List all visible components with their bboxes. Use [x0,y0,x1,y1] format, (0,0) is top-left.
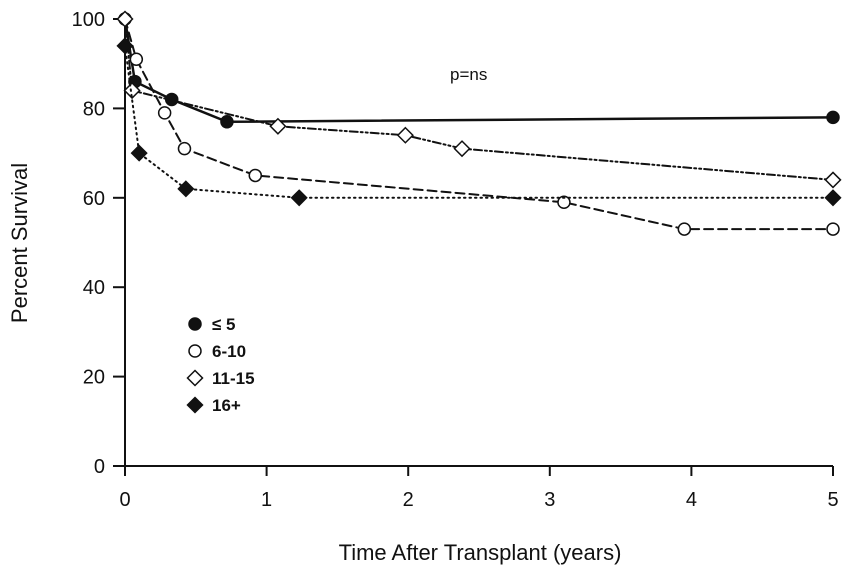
p-value-annotation: p=ns [450,65,487,84]
legend-item-3: 11-15 [186,369,255,388]
data-point-s2-4 [177,141,192,156]
legend-label-1: ≤ 5 [212,315,236,334]
data-point-s3-5 [453,140,471,158]
legend-item-1: ≤ 5 [188,315,236,334]
data-point-s2-5 [248,168,263,183]
data-point-s3-4 [396,126,414,144]
legend-item-4: 16+ [186,396,241,415]
x-tick-label: 2 [403,489,414,511]
axes-layer: 0 20 40 60 80 100 0 1 2 3 4 5 [72,9,839,511]
data-point-s4-3 [177,180,195,198]
legend-marker-4 [186,396,204,414]
y-tick-label: 80 [83,98,105,120]
x-axis-title: Time After Transplant (years) [339,540,622,565]
data-point-s4-4 [290,189,308,207]
legend-label-4: 16+ [212,396,241,415]
x-tick-label: 0 [119,489,130,511]
series-line-3 [124,18,834,181]
data-point-s2-3 [157,106,172,120]
data-point-s1-4 [220,115,234,129]
y-axis-title: Percent Survival [7,163,32,323]
series-line-2 [124,18,834,231]
y-tick-label: 40 [83,277,105,299]
x-tick-label: 4 [686,489,697,511]
legend-label-2: 6-10 [212,342,246,361]
data-point-s2-6 [557,195,571,210]
series-3 [116,10,842,189]
x-tick-label: 1 [261,489,272,511]
data-point-s3-2 [123,81,141,100]
legend-item-2: 6-10 [188,342,246,361]
legend-marker-3 [186,369,204,387]
data-point-s2-7 [677,222,692,236]
legend-marker-2 [188,344,202,358]
y-tick-label: 100 [72,9,105,31]
data-point-s3-6 [824,171,842,189]
data-point-s4-5 [824,189,842,207]
series-2 [118,12,840,236]
legend-marker-1 [188,317,202,331]
legend: ≤ 5 6-10 11-15 16+ [186,315,255,415]
x-tick-label: 5 [827,489,838,511]
x-tick-label: 3 [544,489,555,511]
legend-label-3: 11-15 [212,369,255,388]
y-tick-label: 0 [94,456,105,478]
data-point-s4-1 [116,37,134,55]
data-point-s3-3 [269,117,287,135]
data-point-s2-8 [826,222,840,236]
series-layer [116,10,842,236]
y-tick-label: 20 [83,367,105,389]
data-point-s4-2 [130,144,148,162]
data-point-s3-1 [116,10,134,28]
data-point-s1-5 [826,110,840,125]
series-4 [116,37,842,207]
data-point-s2-2 [129,52,144,66]
y-tick-label: 60 [83,188,105,210]
